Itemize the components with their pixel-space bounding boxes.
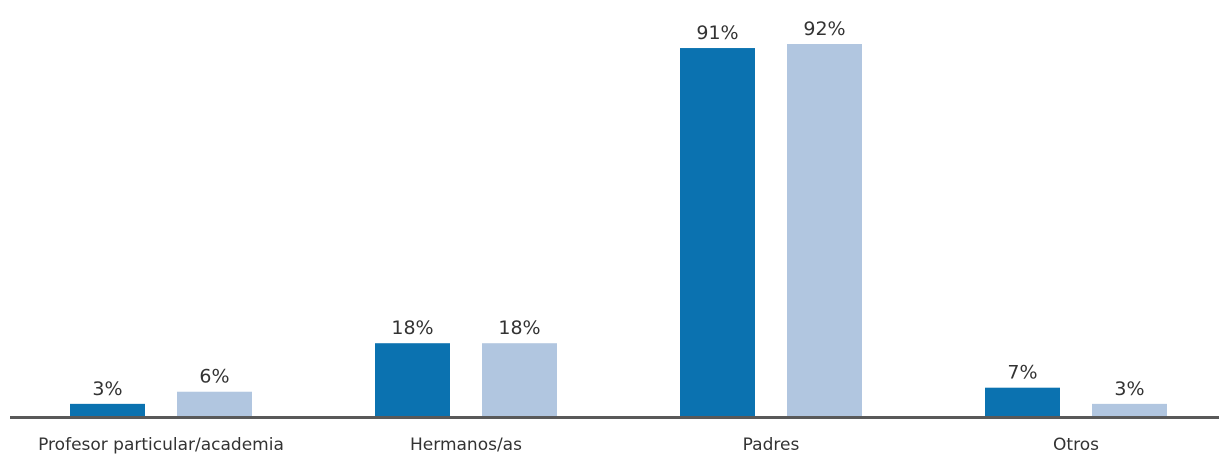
value-label-padres-series-1: 91% [696, 22, 738, 44]
bar-otros-series-2 [1092, 403, 1167, 416]
bar-padres-series-2 [787, 44, 862, 416]
value-label-hermanos-as-series-2: 18% [498, 317, 540, 339]
value-label-otros-series-2: 3% [1114, 378, 1144, 400]
category-label-padres: Padres [743, 435, 800, 455]
category-label-otros: Otros [1053, 435, 1099, 455]
category-labels-layer: Profesor particular/academia Hermanos/as P… [38, 435, 1099, 455]
bar-hermanos-as-series-1 [375, 343, 450, 416]
value-label-otros-series-1: 7% [1007, 362, 1037, 384]
bar-profesor-particular-academia-series-1 [70, 403, 145, 416]
bar-padres-series-1 [680, 48, 755, 416]
value-label-profesor-particular-academia-series-2: 6% [199, 366, 229, 388]
bar-otros-series-1 [985, 387, 1060, 416]
bar-hermanos-as-series-2 [482, 343, 557, 416]
bar-profesor-particular-academia-series-2 [177, 391, 252, 416]
category-label-hermanos-as: Hermanos/as [410, 435, 522, 455]
value-label-profesor-particular-academia-series-1: 3% [92, 378, 122, 400]
value-label-hermanos-as-series-1: 18% [391, 317, 433, 339]
bars-layer [70, 44, 1167, 416]
value-labels-layer: 3% 6% 18% 18% 91% 92% 7% 3% [92, 18, 1144, 400]
value-label-padres-series-2: 92% [803, 18, 845, 40]
category-label-profesor-particular-academia: Profesor particular/academia [38, 435, 284, 455]
